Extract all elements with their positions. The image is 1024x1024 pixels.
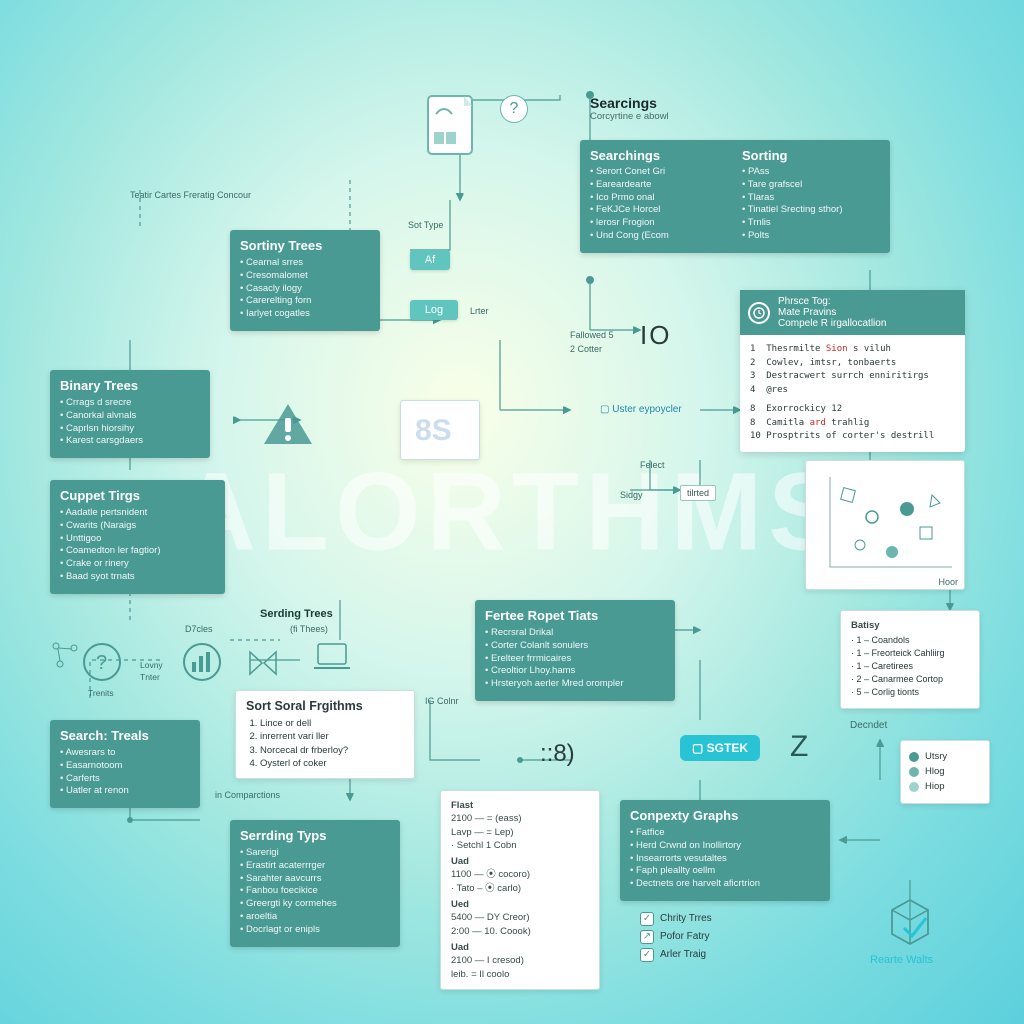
- label-decndet: Decndet: [850, 720, 887, 731]
- checklist: ✓Chrity Trres ↗Pofor Fatry ✓Arler Traig: [640, 910, 712, 964]
- col-searchings-title: Searchings: [590, 148, 728, 163]
- warning-icon: [260, 400, 316, 455]
- label-comparctions: in Comparctions: [215, 790, 280, 800]
- complexity-text-title: Flast: [451, 799, 589, 812]
- checkbox-icon[interactable]: ✓: [640, 912, 654, 926]
- col-searchings-list: Serort Conet Gri Eareardearte Ico Prmo o…: [590, 166, 728, 243]
- binary-trees-title: Binary Trees: [60, 378, 200, 393]
- help-icon: ?: [500, 95, 528, 123]
- d7cles-label: D7cles: [185, 624, 213, 634]
- search-treals-card: Search: Treals Awesrars to Easarnotoom C…: [50, 720, 200, 808]
- label-lrter: Lrter: [470, 306, 489, 316]
- conpexty-graphs-title: Conpexty Graphs: [630, 808, 820, 823]
- label-ig-color: IG Colnr: [425, 696, 459, 706]
- barchart-circle-icon: [180, 640, 224, 689]
- z-label: Z: [790, 730, 808, 764]
- checklist-item[interactable]: ↗Pofor Fatry: [640, 928, 712, 946]
- cube-icon: [880, 890, 940, 955]
- network-mini-icon: [50, 640, 80, 675]
- code-panel-header: Phrsce Tog: Mate Pravins Compele R irgal…: [740, 290, 965, 335]
- notes-panel-title: Batisy: [851, 619, 969, 632]
- question-circle-icon: ?: [80, 640, 124, 689]
- legend-item: Hlog: [909, 764, 981, 779]
- label-fallowed: Fallowed 5: [570, 330, 614, 340]
- emoticon-label: ::8): [540, 740, 575, 768]
- label-cotter: 2 Cotter: [570, 344, 602, 354]
- label-tnter: Tnter: [140, 672, 160, 682]
- label-sot-type: Sot Type: [408, 220, 443, 230]
- legend-item: Utsry: [909, 749, 981, 764]
- legend-item: Hiop: [909, 779, 981, 794]
- sort-frgithms-title: Sort Soral Frgithms: [246, 699, 404, 713]
- chip-af: Af: [410, 250, 450, 270]
- label-uster: ▢ Uster eypoycler: [600, 404, 682, 415]
- checkbox-icon[interactable]: ↗: [640, 930, 654, 944]
- label-lovny: Lovny: [140, 660, 163, 670]
- binary-trees-card: Binary Trees Crrags d srecre Canorkal al…: [50, 370, 210, 458]
- laptop-icon: [310, 640, 354, 681]
- sgtek-badge: ▢ SGTEK: [680, 735, 760, 761]
- top-caption: Teatir Cartes Freratig Concour: [130, 190, 251, 200]
- checklist-item[interactable]: ✓Arler Traig: [640, 946, 712, 964]
- label-trenits: Trenits: [88, 688, 114, 698]
- fertee-ropet-title: Fertee Ropet Tiats: [485, 608, 665, 623]
- notes-panel: Batisy 1 – Coandols 1 – Freorteick Cahli…: [840, 610, 980, 709]
- bowtie-icon: [248, 648, 278, 683]
- sorting-trees-card: Sortiny Trees Cearnal srres Cresomalomet…: [230, 230, 380, 331]
- watermark-text: ALORTHMS: [176, 449, 847, 576]
- box-tilrted: tilrted: [680, 485, 716, 501]
- cuppet-tirgs-title: Cuppet Tirgs: [60, 488, 215, 503]
- checklist-item[interactable]: ✓Chrity Trres: [640, 910, 712, 928]
- label-hoor: Hoor: [938, 577, 958, 587]
- clock-icon: [748, 302, 770, 324]
- serding-typs-card: Serrding Typs Sarerigi Erastirt acaterrr…: [230, 820, 400, 947]
- sort-frgithms-card: Sort Soral Frgithms Lince or dell inrerr…: [235, 690, 415, 779]
- col-sorting-list: PAss Tare grafscel Tlaras Tinatiel Srect…: [742, 166, 880, 243]
- col-sorting-title: Sorting: [742, 148, 880, 163]
- section-subtitle: Corcyrtine e abowl: [590, 111, 669, 122]
- conpexty-graphs-card: Conpexty Graphs Fatfice Herd Crwnd on In…: [620, 800, 830, 901]
- sorting-trees-title: Sortiny Trees: [240, 238, 370, 253]
- document-icon: [420, 90, 480, 162]
- svg-text:?: ?: [96, 652, 107, 674]
- search-sort-table: Searchings Serort Conet Gri Eareardearte…: [580, 140, 890, 253]
- scatter-diagram: Hoor: [805, 460, 965, 590]
- fertee-ropet-card: Fertee Ropet Tiats Recrsral Drikal Corte…: [475, 600, 675, 701]
- serding-typs-title: Serrding Typs: [240, 828, 390, 843]
- graphic-8s: 8S: [400, 400, 480, 460]
- serding-trees-label: Serding Trees: [260, 608, 333, 620]
- code-panel-body: 1 Thesrmilte Sion s viluh 2 Cowlev, imts…: [740, 335, 965, 452]
- label-felect: Felect: [640, 460, 665, 470]
- legend-panel: Utsry Hlog Hiop: [900, 740, 990, 804]
- section-header: Searcings Corcyrtine e abowl: [590, 95, 669, 122]
- checkbox-icon[interactable]: ✓: [640, 948, 654, 962]
- io-label: IO: [640, 320, 671, 351]
- search-treals-title: Search: Treals: [60, 728, 190, 743]
- svg-text:8S: 8S: [415, 414, 452, 447]
- code-panel: Phrsce Tog: Mate Pravins Compele R irgal…: [740, 290, 965, 452]
- complexity-text-card: Flast 2100 — = (eass) Lavp — = Lep) · Se…: [440, 790, 600, 990]
- label-sidgy: Sidgy: [620, 490, 643, 500]
- label-rearte-walts: Rearte Walts: [870, 954, 933, 966]
- chip-log: Log: [410, 300, 458, 320]
- cuppet-tirgs-card: Cuppet Tirgs Aadatle pertsnident Cwarits…: [50, 480, 225, 594]
- ff-thees-label: (fi Thees): [290, 624, 328, 634]
- section-title: Searcings: [590, 95, 669, 111]
